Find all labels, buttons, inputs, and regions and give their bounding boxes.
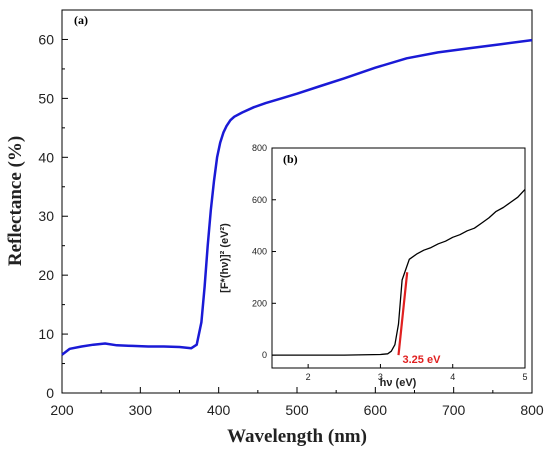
series-line-2	[397, 272, 409, 356]
y-tick-label: 10	[38, 326, 54, 342]
x-tick-label: 3	[378, 372, 383, 382]
y-tick-label: 200	[252, 298, 267, 308]
series-line-1	[272, 188, 526, 356]
x-tick-label: 600	[364, 402, 388, 418]
x-tick-label: 5	[522, 372, 527, 382]
main-x-ticks: 200 300 400 500 600 700 800	[50, 387, 544, 418]
main-x-axis-title: Wavelength (nm)	[227, 426, 367, 447]
inset-y-ticks: 0 200 400 600 800	[252, 143, 276, 360]
y-tick-label: 20	[38, 267, 54, 283]
panel-label-a: (a)	[74, 13, 88, 27]
x-tick-label: 400	[207, 402, 231, 418]
inset-plot: 0 200 400 600 800 2 3 4 5 (b) 3.25 eV hν (eV) […	[219, 143, 528, 389]
inset-y-axis-title: [F*(hν)]² (eV²)	[219, 223, 231, 293]
y-tick-label: 40	[38, 149, 54, 165]
inset-x-axis-title: hν (eV)	[380, 377, 417, 389]
main-series	[61, 38, 533, 356]
x-tick-label: 700	[442, 402, 466, 418]
inset-series	[272, 188, 526, 356]
main-y-ticks: 0 10 20 30 40 50 60	[38, 31, 68, 401]
y-tick-label: 400	[252, 247, 267, 257]
x-tick-label: 2	[306, 372, 311, 382]
y-tick-label: 60	[38, 31, 54, 47]
x-tick-label: 800	[520, 402, 544, 418]
y-tick-label: 30	[38, 208, 54, 224]
x-tick-label: 500	[285, 402, 309, 418]
band-gap-annotation: 3.25 eV	[403, 354, 442, 366]
main-y-axis-title: Reflectance (%)	[5, 136, 26, 266]
inset-x-ticks: 2 3 4 5	[306, 364, 528, 382]
y-tick-label: 50	[38, 90, 54, 106]
x-tick-label: 4	[450, 372, 455, 382]
panel-label-b: (b)	[283, 152, 298, 166]
y-tick-label: 0	[46, 385, 54, 401]
y-tick-label: 600	[252, 195, 267, 205]
y-tick-label: 800	[252, 143, 267, 153]
series-line-1	[61, 38, 533, 356]
y-tick-label: 0	[262, 350, 267, 360]
x-tick-label: 200	[50, 402, 74, 418]
inset-plot-frame	[271, 147, 526, 369]
x-tick-label: 300	[129, 402, 153, 418]
inset-background	[272, 148, 525, 368]
